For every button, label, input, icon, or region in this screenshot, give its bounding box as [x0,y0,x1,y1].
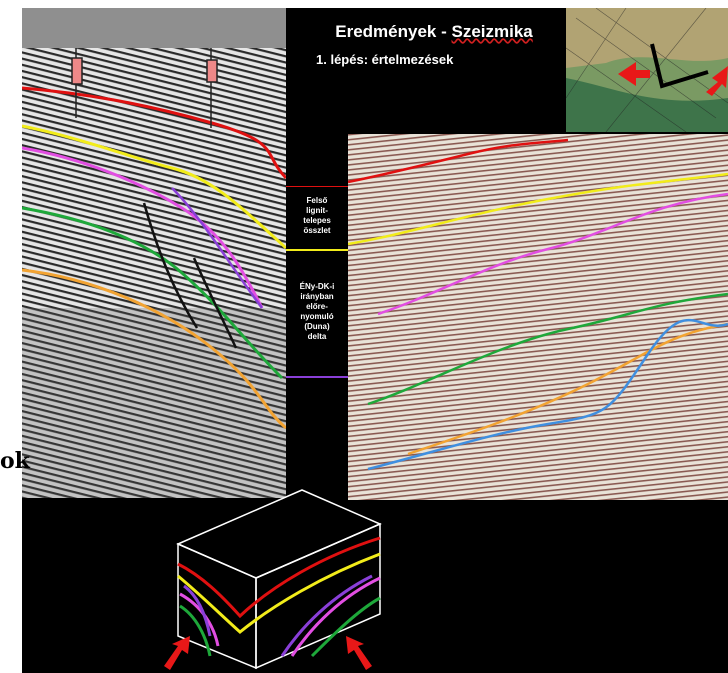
map-inset [566,8,728,132]
horizon-magenta-left [22,146,264,309]
horizon-magenta-right [377,192,728,316]
fault-black-2 [192,257,238,349]
red-arrow-icon [706,66,728,96]
legend-label-lower: ÉNy-DK-i irányban előre- nyomuló (Duna) … [299,282,335,341]
left-seismic-section [22,8,286,498]
legend-strip: Felső lignit- telepes összlet ÉNy-DK-i i… [286,186,348,382]
horizon-green-right [367,292,728,406]
red-arrow-icon [164,636,190,670]
horizon-yellow-left [22,124,286,250]
block-diagram [162,486,402,673]
well-markers [71,48,218,128]
clinoform-purple-left [171,187,264,309]
slide-canvas: Felső lignit- telepes összlet ÉNy-DK-i i… [22,8,728,673]
partial-text: ok [0,448,30,474]
slide-title: Eredmények - Szeizmika [335,22,533,41]
horizon-red-right [348,138,569,184]
red-arrow-icon [346,636,372,670]
right-seismic-section [348,134,728,500]
red-arrow-icon [618,62,650,86]
slide-subtitle: 1. lépés: értelmezések [316,52,454,67]
legend-label-upper: Felső lignit- telepes összlet [303,196,331,235]
horizon-blue-right [367,318,728,471]
horizon-green-left [22,206,284,380]
horizon-yellow-right [348,172,728,246]
horizon-red-left [22,86,286,180]
fault-black-1 [142,202,199,329]
horizon-orange-left [22,268,286,430]
horizon-orange-right [407,322,728,456]
